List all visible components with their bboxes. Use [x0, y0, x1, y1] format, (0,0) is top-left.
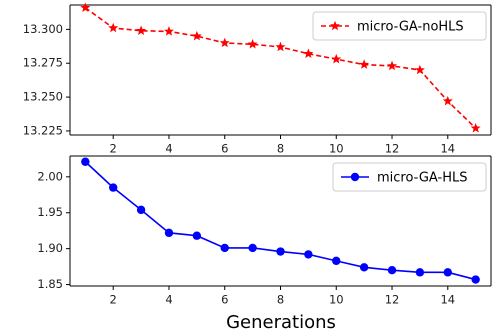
data-point [359, 263, 369, 272]
data-point [275, 41, 286, 52]
data-point [247, 39, 258, 49]
data-point [220, 243, 229, 253]
x-tick-label: 8 [277, 293, 284, 307]
legend-label: micro-GA-noHLS [357, 20, 464, 35]
data-point [443, 268, 452, 277]
bottom-panel: 2 4 6 8 10 12 14 1.85 1.90 1.95 2.00 micro-GA-HLS [37, 155, 492, 307]
data-point [415, 268, 425, 277]
x-axis-label: Generations [226, 312, 336, 332]
y-tick-label: 1.85 [37, 277, 63, 291]
legend-label: micro-GA-HLS [377, 171, 468, 186]
data-point [470, 123, 481, 133]
data-point [387, 265, 397, 275]
data-point [80, 2, 91, 12]
y-tick-label: 2.00 [37, 169, 63, 183]
legend: micro-GA-noHLS [312, 11, 487, 41]
data-point [192, 231, 202, 240]
data-point [414, 64, 425, 75]
x-tick-label: 2 [110, 142, 117, 156]
y-tick-label: 13.300 [23, 22, 63, 36]
legend-marker [350, 172, 360, 182]
data-point [248, 243, 257, 253]
data-point [276, 247, 285, 256]
data-point [471, 275, 480, 284]
x-tick-label: 4 [165, 293, 172, 307]
x-tick-label: 14 [440, 293, 455, 307]
legend-box [332, 162, 487, 192]
data-point [164, 26, 174, 36]
x-tick-label: 10 [329, 293, 344, 307]
x-tick-label: 12 [385, 293, 400, 307]
data-point [304, 250, 313, 259]
data-point [219, 37, 230, 48]
legend-marker [330, 20, 340, 31]
data-point [164, 228, 174, 238]
x-tick-label: 10 [329, 142, 344, 156]
x-tick-label: 14 [440, 142, 455, 156]
data-point [359, 59, 370, 69]
x-tick-label: 12 [385, 142, 400, 156]
y-tick-label: 1.95 [37, 205, 63, 219]
data-point [81, 157, 90, 166]
x-tick-label: 8 [277, 142, 284, 156]
data-point [387, 60, 397, 71]
data-point [303, 48, 314, 58]
data-point [331, 53, 342, 64]
data-point [109, 183, 118, 192]
y-tick-label: 13.225 [23, 123, 63, 137]
data-point [332, 256, 341, 266]
y-tick-label: 1.90 [37, 241, 63, 255]
data-point [442, 95, 453, 106]
legend-box [312, 11, 487, 41]
legend: micro-GA-HLS [332, 162, 487, 192]
x-tick-label: 6 [221, 142, 228, 156]
data-point [108, 22, 119, 33]
x-tick-label: 6 [221, 293, 228, 307]
data-point [136, 25, 147, 35]
top-panel: 2 4 6 8 10 12 14 13.225 13.250 13.275 13.300 micro-… [23, 2, 492, 156]
data-point [191, 30, 202, 41]
y-tick-label: 13.275 [23, 56, 63, 70]
y-tick-label: 13.250 [23, 90, 63, 104]
x-tick-label: 4 [165, 142, 172, 156]
data-point [136, 205, 146, 215]
x-tick-label: 2 [110, 293, 117, 307]
